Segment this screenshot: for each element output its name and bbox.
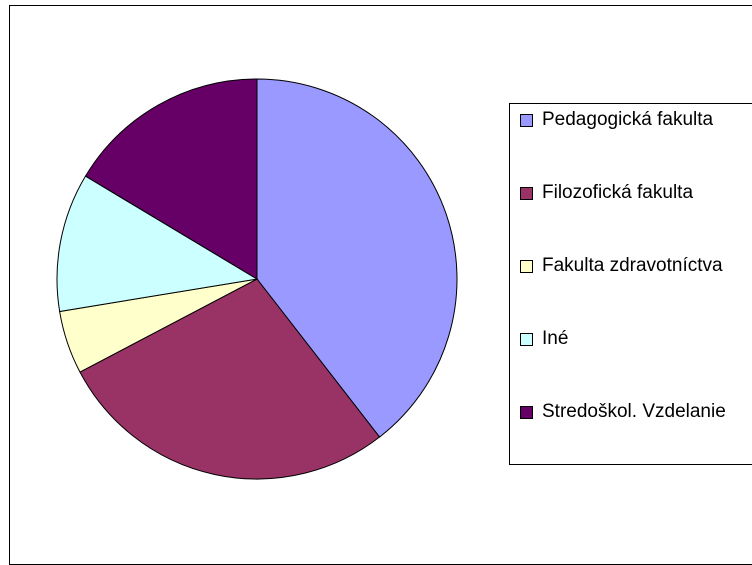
legend-item: Fakulta zdravotníctva [520,250,735,282]
legend-label: Pedagogická fakulta [542,109,714,130]
legend-swatch [520,114,533,127]
legend: Pedagogická fakulta Filozofická fakulta Fa… [509,103,752,465]
pie-slice [79,278,381,480]
chart [56,78,458,480]
legend-swatch [520,187,533,200]
legend-swatch [520,406,533,419]
pie-slice [256,78,458,438]
legend-swatch [520,260,533,273]
pie-slice [56,175,259,313]
legend-item: Filozofická fakulta [520,177,735,209]
page: Pedagogická fakulta Filozofická fakulta Fa… [9,5,752,565]
legend-swatch [520,333,533,346]
legend-label: Stredoškol. Vzdelanie [542,401,726,422]
pie-slice [84,78,258,280]
legend-item: Pedagogická fakulta [520,104,735,136]
legend-item: Stredoškol. Vzdelanie [520,396,735,428]
legend-label: Iné [542,328,569,349]
legend-label: Fakulta zdravotníctva [542,255,723,276]
legend-item: Iné [520,323,735,355]
legend-label: Filozofická fakulta [542,182,694,203]
